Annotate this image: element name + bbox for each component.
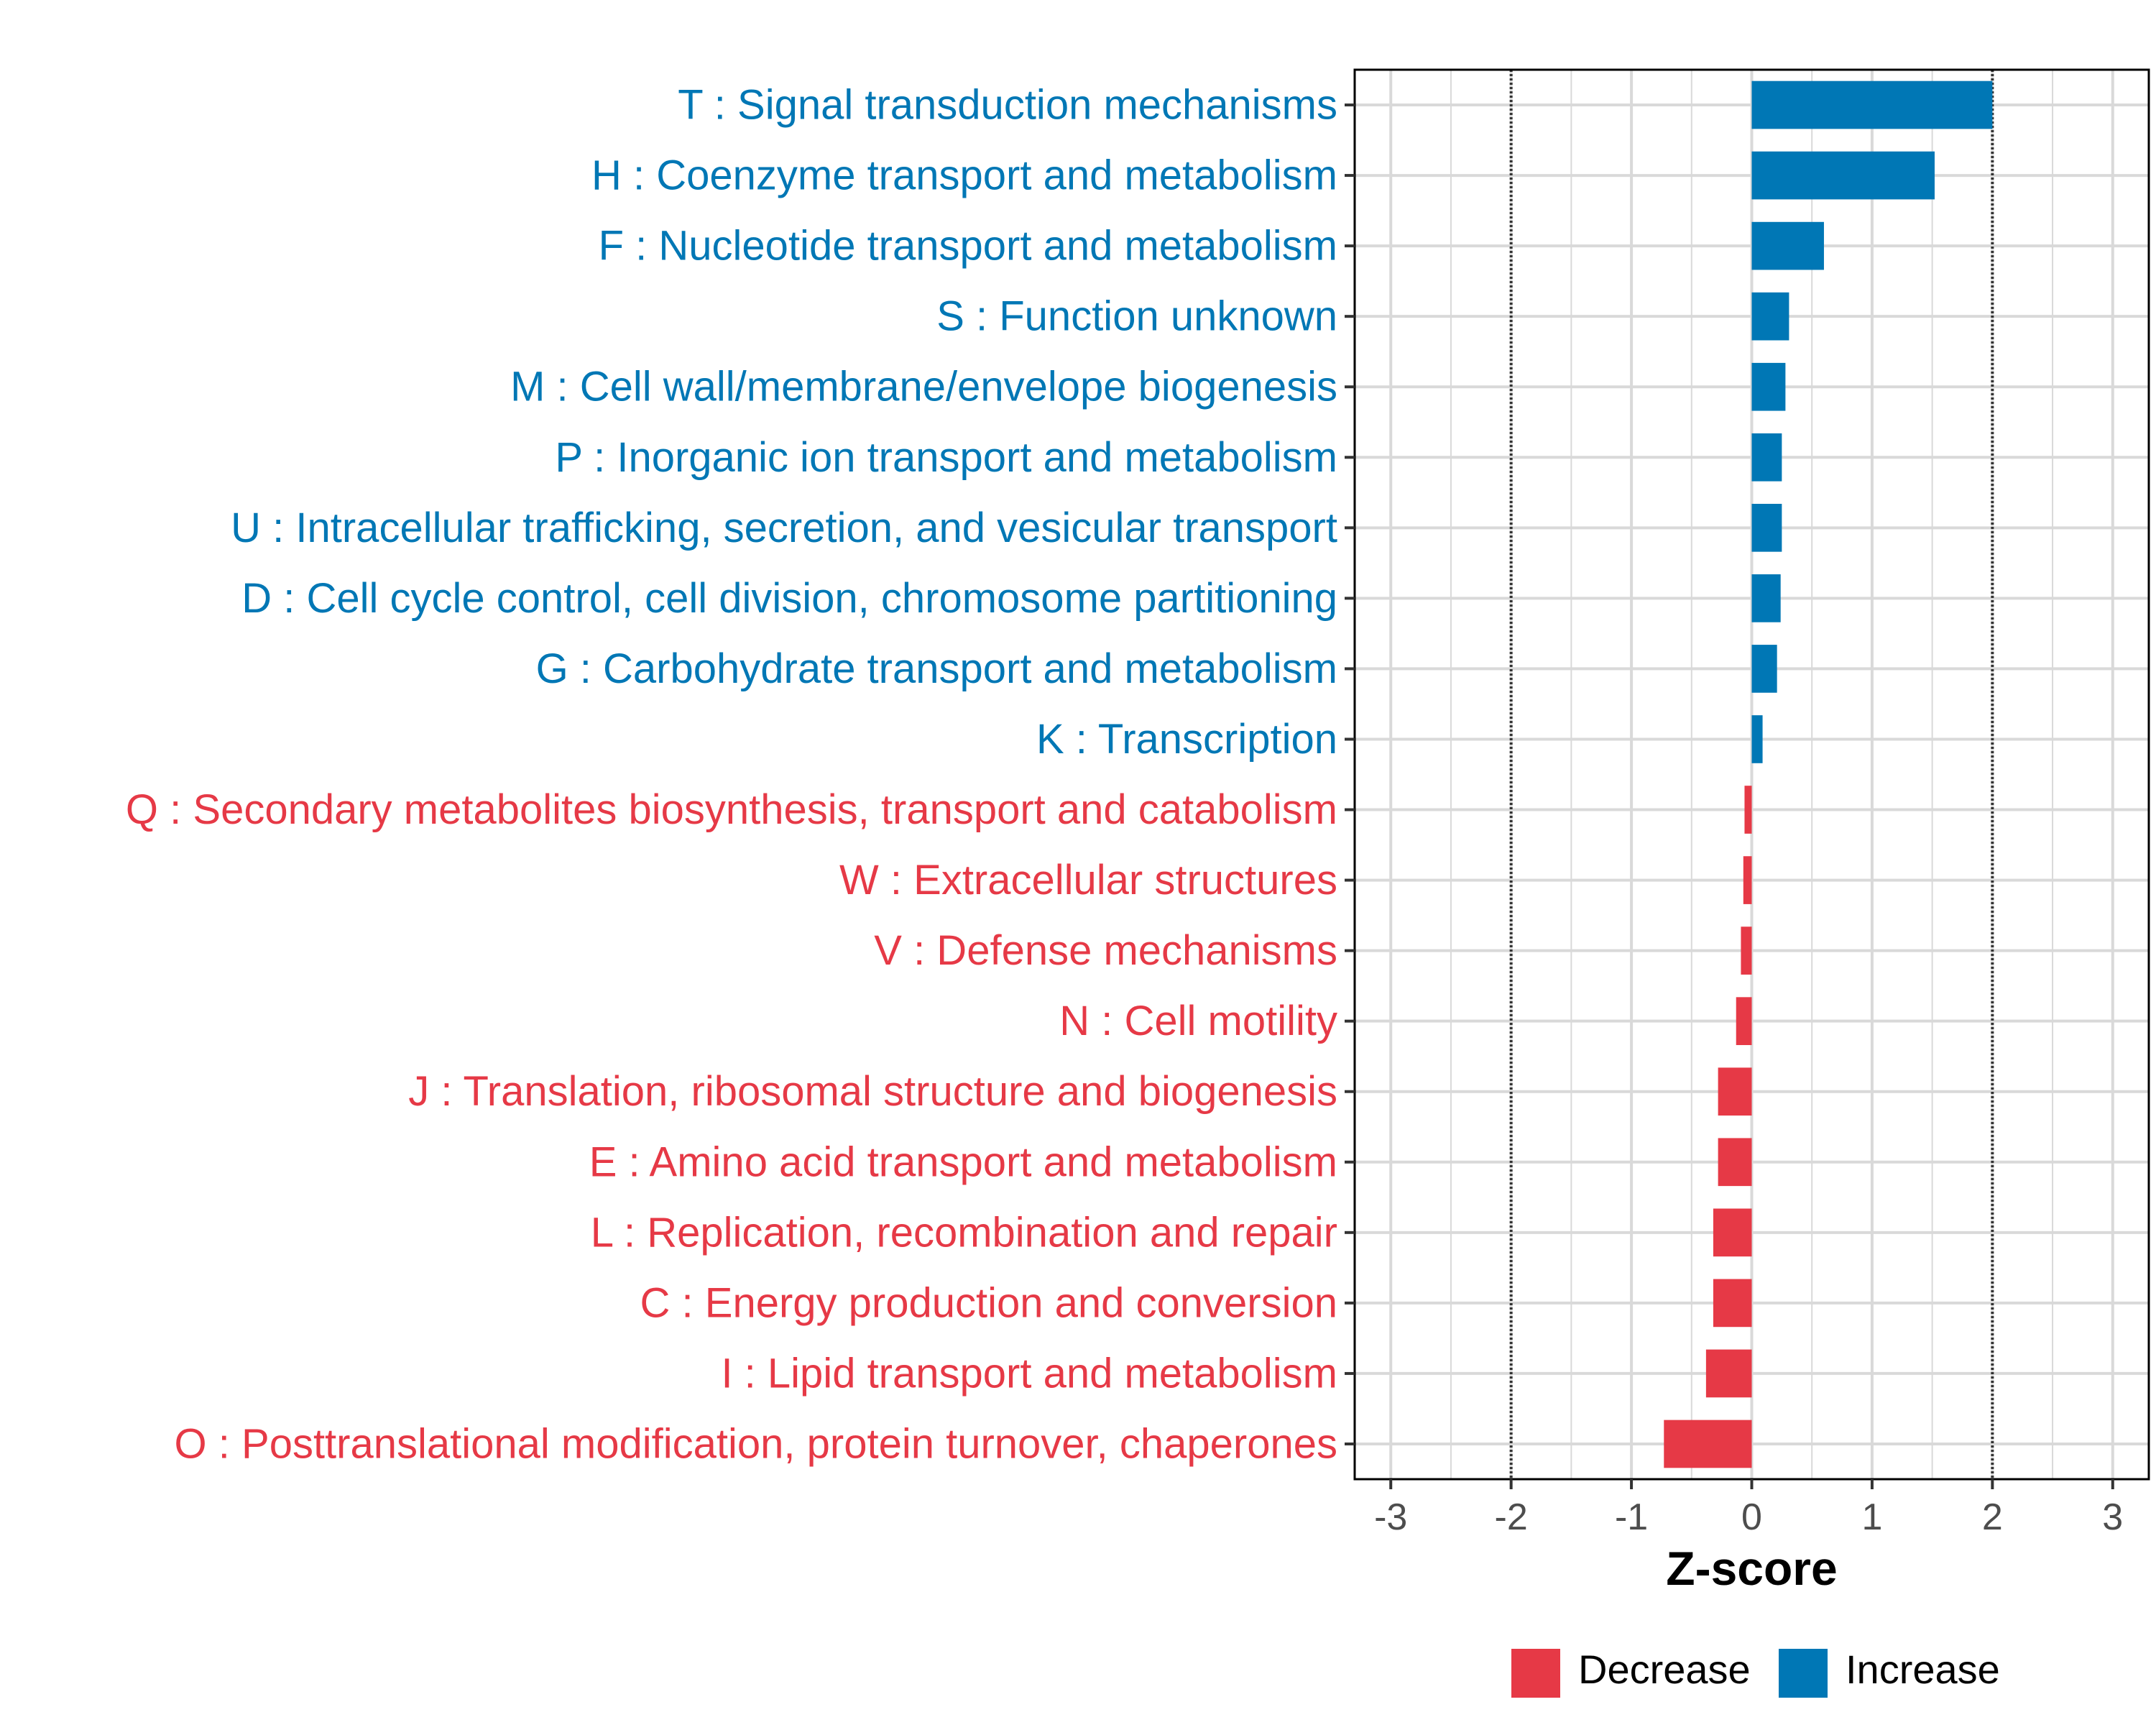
legend-label-decrease: Decrease [1578, 1647, 1751, 1692]
bar-decrease [1713, 1279, 1752, 1328]
x-tick-label: 1 [1861, 1496, 1882, 1538]
category-label: S : Function unknown [936, 293, 1337, 340]
x-axis-title: Z-score [1666, 1542, 1837, 1595]
category-label: Q : Secondary metabolites biosynthesis, … [126, 786, 1337, 833]
bar-decrease [1713, 1208, 1752, 1257]
category-label: F : Nucleotide transport and metabolism [599, 223, 1337, 270]
bar-increase [1751, 362, 1786, 411]
legend-label-increase: Increase [1846, 1647, 2000, 1692]
bar-decrease [1664, 1420, 1752, 1468]
y-axis-ticks: T : Signal transduction mechanisms H : Co… [126, 82, 1355, 1467]
category-label: P : Inorganic ion transport and metaboli… [555, 434, 1337, 481]
bar-increase [1751, 645, 1777, 693]
bar-decrease [1744, 786, 1752, 834]
legend-swatch-increase [1779, 1649, 1828, 1698]
bar-decrease [1718, 1138, 1752, 1187]
category-label: T : Signal transduction mechanisms [678, 82, 1337, 129]
x-tick-label: 3 [2102, 1496, 2123, 1538]
category-label: H : Coenzyme transport and metabolism [591, 152, 1337, 199]
legend: Decrease Increase [1511, 1647, 2000, 1698]
bar-increase [1751, 574, 1781, 622]
category-label: O : Posttranslational modification, prot… [175, 1420, 1337, 1467]
category-label: E : Amino acid transport and metabolism [589, 1138, 1337, 1185]
bar-increase [1751, 221, 1824, 270]
category-label: I : Lipid transport and metabolism [721, 1350, 1337, 1397]
category-label: W : Extracellular structures [839, 857, 1337, 903]
bar-decrease [1743, 856, 1752, 904]
category-label: N : Cell motility [1059, 998, 1337, 1044]
x-tick-label: -1 [1615, 1496, 1648, 1538]
category-label: U : Intracellular trafficking, secretion… [231, 505, 1337, 551]
category-label: J : Translation, ribosomal structure and… [408, 1068, 1337, 1115]
x-tick-label: 2 [1982, 1496, 2003, 1538]
bar-increase [1751, 433, 1782, 482]
threshold-lines [1509, 70, 1994, 1479]
category-label: K : Transcription [1036, 716, 1337, 763]
bar-decrease [1741, 926, 1752, 975]
category-label: V : Defense mechanisms [874, 927, 1337, 974]
x-tick-label: -3 [1374, 1496, 1407, 1538]
bar-increase [1751, 151, 1935, 200]
bar-increase [1751, 715, 1763, 763]
bar-decrease [1736, 997, 1752, 1046]
bars [1664, 80, 1993, 1468]
category-label: C : Energy production and conversion [640, 1279, 1337, 1326]
x-tick-label: 0 [1741, 1496, 1762, 1538]
bar-decrease [1705, 1349, 1752, 1398]
category-label: D : Cell cycle control, cell division, c… [241, 575, 1337, 622]
category-label: L : Replication, recombination and repai… [591, 1209, 1337, 1256]
category-label: M : Cell wall/membrane/envelope biogenes… [510, 364, 1337, 410]
legend-swatch-decrease [1511, 1649, 1560, 1698]
x-axis-ticks: -3 -2 -1 0 1 2 3 [1374, 1479, 2123, 1538]
bar-decrease [1718, 1067, 1752, 1116]
x-tick-label: -2 [1495, 1496, 1528, 1538]
category-label: G : Carbohydrate transport and metabolis… [536, 645, 1337, 692]
bar-increase [1751, 80, 1993, 129]
bar-increase [1751, 292, 1789, 341]
bar-increase [1751, 503, 1782, 552]
